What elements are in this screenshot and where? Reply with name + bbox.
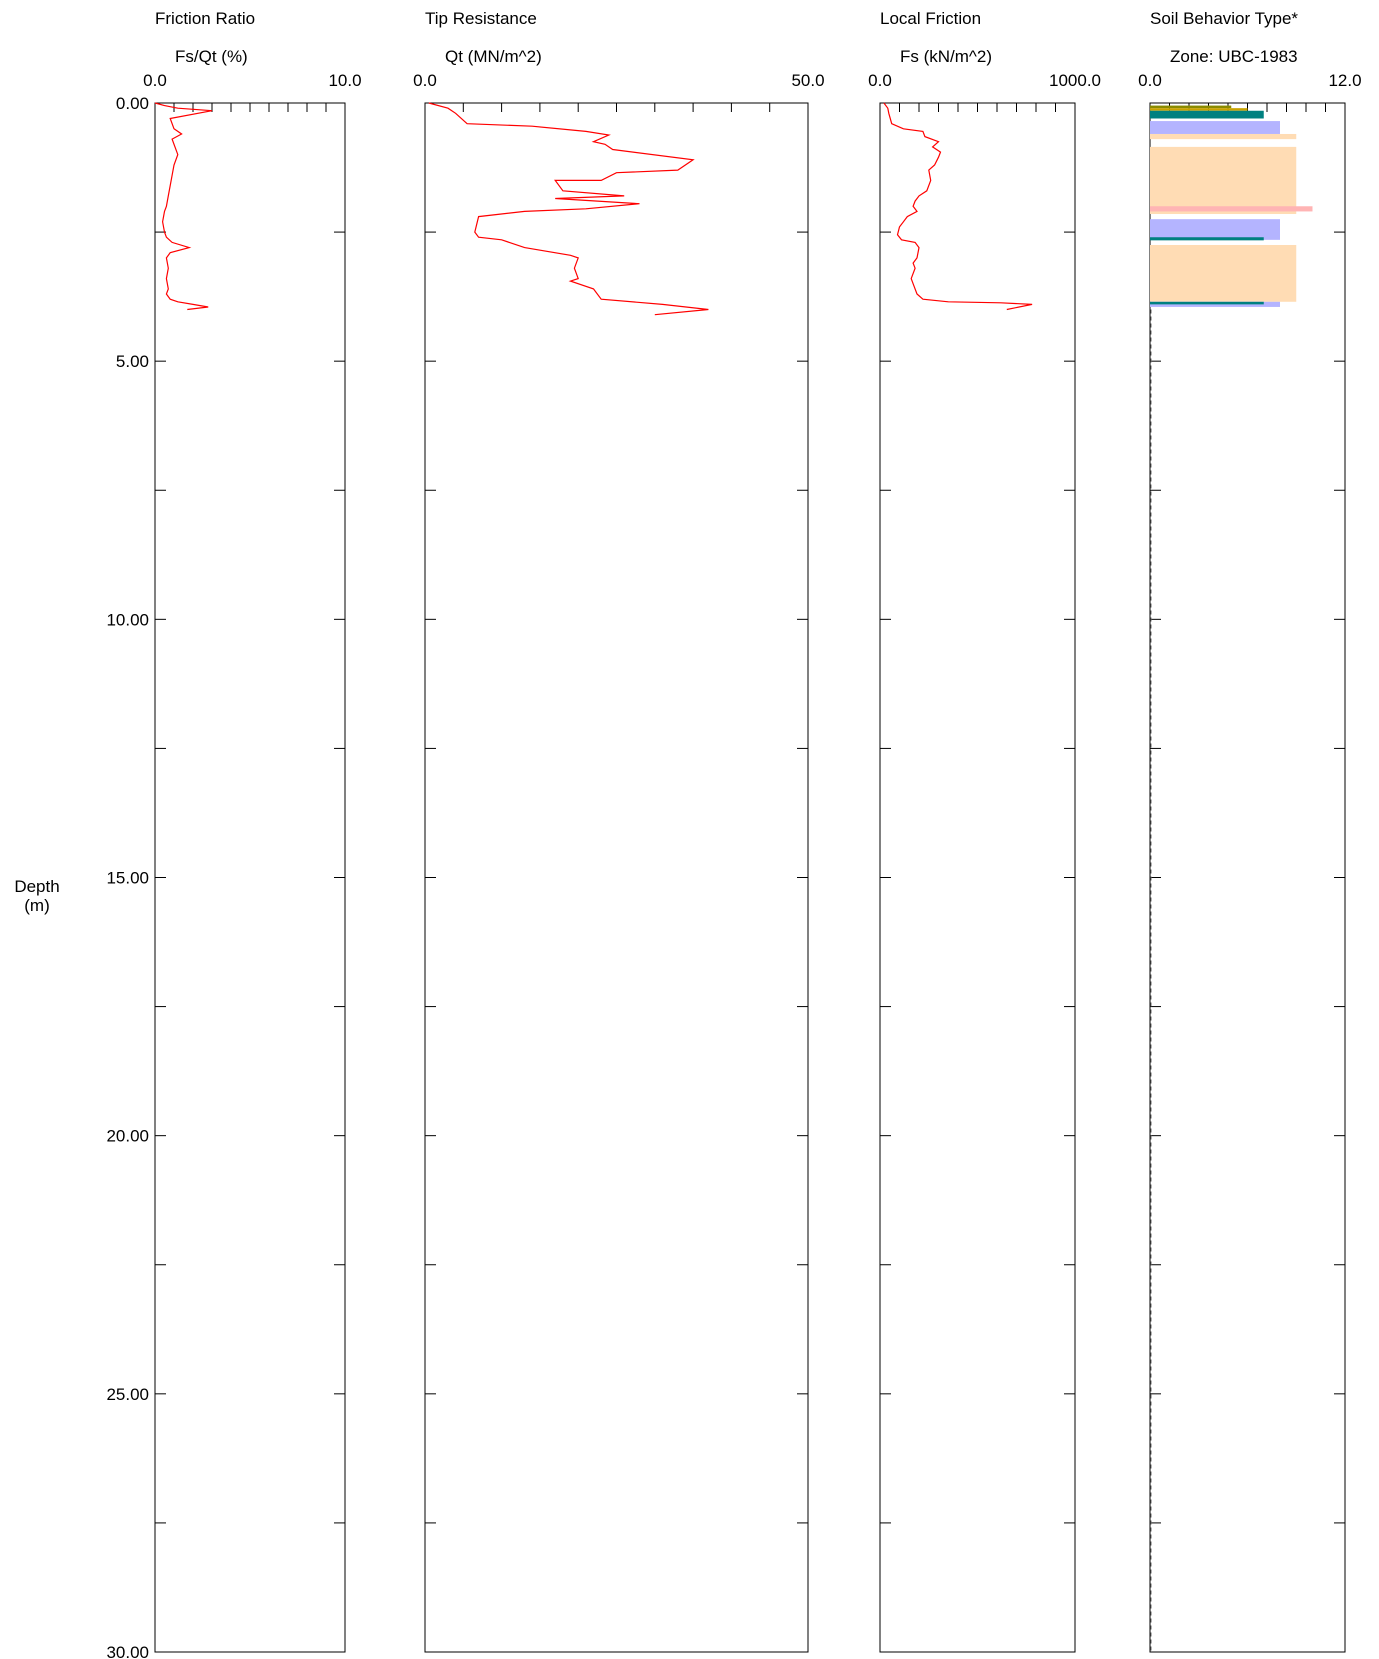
depth-tick-label: 5.00	[116, 352, 149, 371]
zone-bar	[1150, 105, 1232, 109]
zone-bar	[1150, 244, 1297, 302]
panel-xlabel: Fs (kN/m^2)	[900, 47, 992, 66]
panel-title: Friction Ratio	[155, 9, 255, 28]
zone-bar	[1150, 146, 1297, 215]
panel-2: Tip Resistance Qt (MN/m^2) 0.0 50.0	[413, 9, 825, 1653]
panel-title: Local Friction	[880, 9, 981, 28]
zone-bar	[1150, 133, 1297, 140]
plot-frame	[154, 102, 346, 1653]
depth-tick-label: 25.00	[106, 1385, 149, 1404]
zone-bar	[1150, 110, 1264, 119]
plot-frame	[424, 102, 809, 1653]
x-tick-label-min: 0.0	[868, 71, 892, 90]
x-tick-label-min: 0.0	[413, 71, 437, 90]
panel-1: Friction Ratio Fs/Qt (%) 0.0 10.0 0.00 5.00 10…	[106, 9, 361, 1659]
panel-xlabel: Fs/Qt (%)	[175, 47, 248, 66]
panel-title: Soil Behavior Type*	[1150, 9, 1298, 28]
panel-4: Soil Behavior Type* Zone: UBC-1983 0.0 12.0	[1138, 9, 1362, 1653]
plot-frame	[879, 102, 1076, 1653]
panel-xlabel: Qt (MN/m^2)	[445, 47, 542, 66]
x-tick-label-max: 10.0	[328, 71, 361, 90]
depth-tick-label: 10.00	[106, 610, 149, 629]
data-series-line	[154, 102, 213, 311]
depth-axis-label: Depth	[14, 877, 59, 896]
depth-tick-label: 20.00	[106, 1127, 149, 1146]
zone-bar	[1150, 237, 1264, 241]
panels-layer: Friction Ratio Fs/Qt (%) 0.0 10.0 0.00 5.00 10…	[106, 9, 1361, 1659]
data-series-line	[428, 102, 709, 316]
x-tick-label-min: 0.0	[1138, 71, 1162, 90]
panel-3: Local Friction Fs (kN/m^2) 0.0 1000.0	[868, 9, 1101, 1653]
data-series-line	[883, 102, 1033, 311]
depth-tick-label: 15.00	[106, 869, 149, 888]
panel-xlabel: Zone: UBC-1983	[1170, 47, 1298, 66]
zone-bar	[1150, 206, 1313, 212]
x-tick-label-max: 50.0	[791, 71, 824, 90]
x-tick-label-max: 1000.0	[1049, 71, 1101, 90]
zone-bar	[1150, 301, 1264, 305]
depth-axis-unit: (m)	[24, 896, 49, 915]
depth-axis-title: Depth (m)	[14, 877, 59, 915]
x-tick-label-min: 0.0	[143, 71, 167, 90]
x-tick-label-max: 12.0	[1328, 71, 1361, 90]
zone-bar	[1150, 108, 1248, 111]
zone-bar	[1150, 219, 1280, 240]
depth-tick-label: 30.00	[106, 1643, 149, 1659]
plot-frame	[1149, 102, 1346, 1653]
zone-bar	[1150, 121, 1280, 134]
panel-title: Tip Resistance	[425, 9, 537, 28]
depth-tick-label: 0.00	[116, 94, 149, 113]
